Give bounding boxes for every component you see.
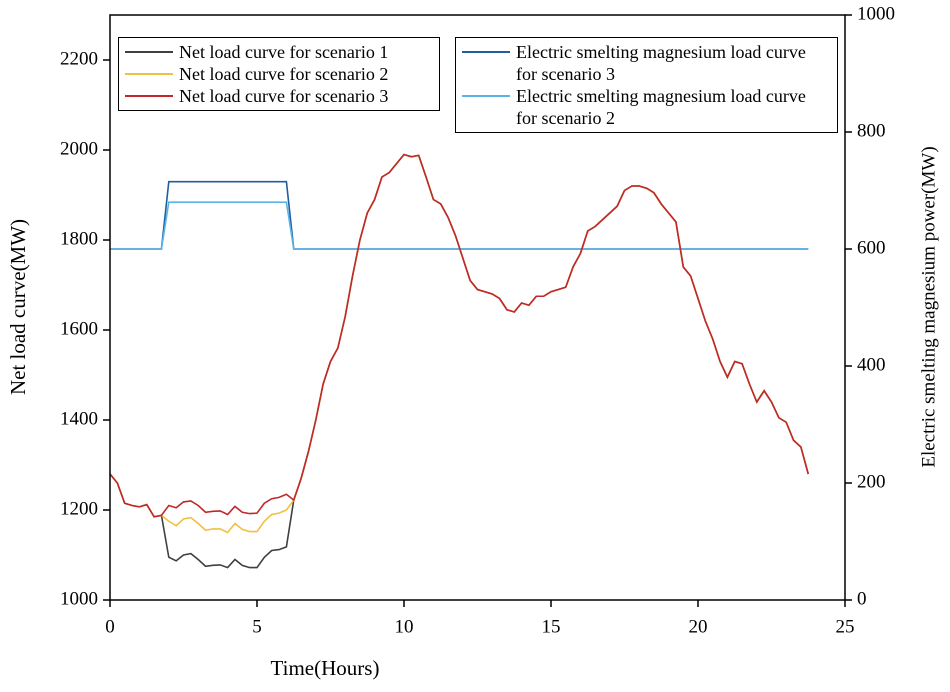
legend-label: Net load curve for scenario 1: [179, 42, 389, 62]
x-tick-label: 25: [836, 616, 855, 637]
y2-tick-label: 600: [857, 237, 886, 258]
line-series: [109, 153, 810, 569]
x-tick-label: 0: [105, 616, 115, 637]
y-tick-label: 1600: [60, 318, 98, 339]
x-tick-label: 15: [542, 616, 561, 637]
y2-tick-label: 1000: [857, 3, 895, 24]
y-axis-label: Net load curve(MW): [6, 219, 30, 395]
y-tick-label: 1400: [60, 408, 98, 429]
y2-tick-label: 0: [857, 588, 867, 609]
y2-tick-label: 400: [857, 354, 886, 375]
legend-label: Electric smelting magnesium load curve f…: [516, 86, 806, 128]
legend-swatch: [125, 85, 173, 107]
legend-line: [125, 95, 173, 97]
legend: Net load curve for scenario 1 Net load cu…: [118, 37, 440, 111]
legend-line: [462, 51, 510, 53]
y-tick-label: 2000: [60, 138, 98, 159]
y2-tick-label: 200: [857, 471, 886, 492]
x-tick-label: 5: [252, 616, 262, 637]
legend: Electric smelting magnesium load curve f…: [455, 37, 838, 133]
y-tick-label: 2200: [60, 48, 98, 69]
x-axis-label: Time(Hours): [271, 656, 380, 680]
y2-tick-label: 800: [857, 120, 886, 141]
legend-swatch: [462, 85, 510, 107]
legend-entry: Electric smelting magnesium load curve f…: [462, 41, 831, 85]
legend-entry: Electric smelting magnesium load curve f…: [462, 85, 831, 129]
y-tick-label: 1000: [60, 588, 98, 609]
legend-label: Net load curve for scenario 3: [179, 86, 389, 106]
legend-swatch: [125, 63, 173, 85]
line-series: [110, 180, 809, 250]
legend-entry: Net load curve for scenario 3: [125, 85, 433, 107]
legend-swatch: [125, 41, 173, 63]
line-series: [109, 153, 810, 534]
plot-frame: [109, 14, 846, 601]
x-tick-label: 10: [395, 616, 414, 637]
y-tick-label: 1200: [60, 498, 98, 519]
legend-label: Net load curve for scenario 2: [179, 64, 389, 84]
legend-line: [125, 51, 173, 53]
legend-entry: Net load curve for scenario 2: [125, 63, 433, 85]
legend-label: Electric smelting magnesium load curve f…: [516, 42, 806, 84]
legend-entry: Net load curve for scenario 1: [125, 41, 433, 63]
legend-line: [462, 95, 510, 97]
line-series: [110, 201, 809, 250]
line-series: [109, 153, 810, 518]
x-tick-label: 20: [689, 616, 708, 637]
legend-swatch: [462, 41, 510, 63]
legend-line: [125, 73, 173, 75]
y-tick-label: 1800: [60, 228, 98, 249]
y2-axis-label: Electric smelting magnesium power(MW): [918, 146, 939, 467]
